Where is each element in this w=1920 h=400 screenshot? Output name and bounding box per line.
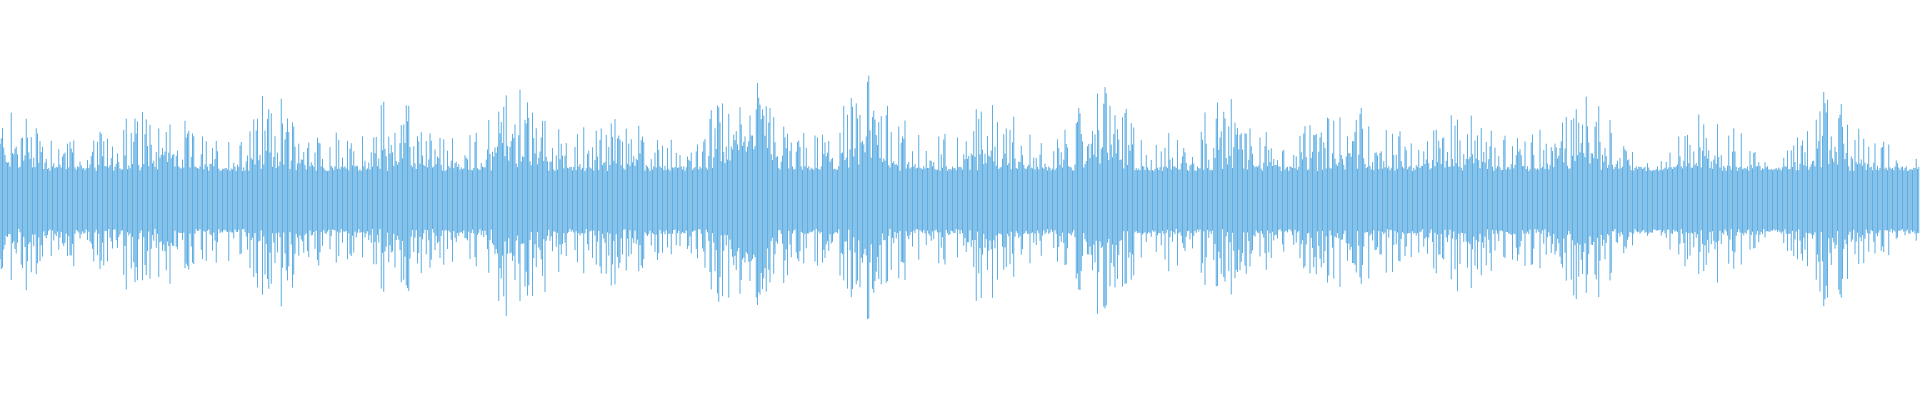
waveform-samples <box>0 75 1920 320</box>
